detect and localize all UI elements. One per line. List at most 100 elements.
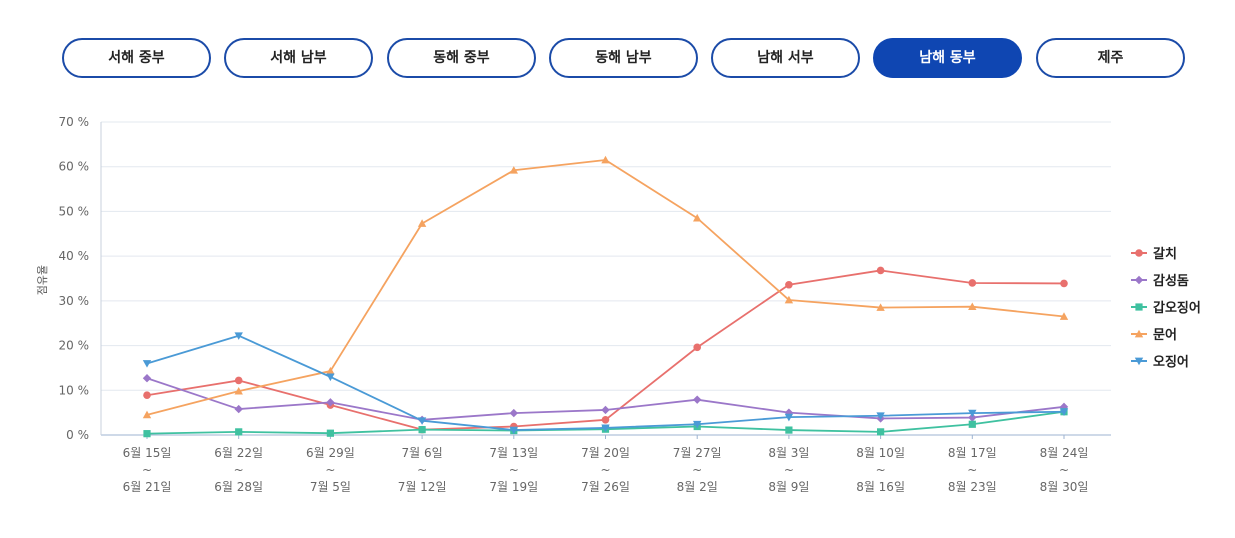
- x-tick-label: 8월 9일: [768, 480, 809, 494]
- legend-label: 갑오징어: [1153, 300, 1201, 316]
- x-tick-label: 8월 3일: [768, 446, 809, 460]
- x-tick-label: 7월 27일: [673, 446, 722, 460]
- data-point: [1134, 357, 1144, 366]
- data-point: [326, 366, 335, 375]
- data-point: [601, 405, 610, 415]
- y-axis: 0 % 10 % 20 % 30 % 40 % 50 % 60 % 70 %: [59, 115, 102, 442]
- legend-item: 문어: [1131, 327, 1177, 343]
- data-point: [1135, 303, 1143, 311]
- y-tick-label: 70 %: [59, 115, 90, 129]
- data-point: [234, 404, 243, 414]
- x-tick-label: 6월 28일: [214, 480, 263, 494]
- tab-south-east[interactable]: 남해 동부: [873, 38, 1022, 78]
- data-point: [326, 373, 335, 382]
- region-tabs: 서해 중부 서해 남부 동해 중부 동해 남부 남해 서부 남해 동부 제주: [62, 38, 1188, 80]
- y-tick-label: 50 %: [59, 204, 90, 218]
- data-point: [601, 415, 610, 424]
- x-tick-label: ~: [692, 463, 702, 477]
- data-point: [418, 426, 426, 434]
- x-tick-label: ~: [784, 463, 794, 477]
- data-point: [693, 343, 701, 352]
- data-point: [968, 420, 976, 428]
- x-tick-label: 6월 15일: [123, 446, 172, 460]
- x-tick-label: 7월 26일: [581, 480, 630, 494]
- x-tick-label: 7월 20일: [581, 446, 630, 460]
- x-tick-label: 7월 12일: [398, 480, 447, 494]
- data-point: [417, 417, 427, 425]
- data-point: [234, 386, 243, 395]
- y-tick-label: 60 %: [59, 160, 90, 174]
- x-tick-label: 7월 5일: [310, 480, 351, 494]
- legend-item: 갑오징어: [1131, 300, 1201, 316]
- x-tick-label: 8월 2일: [677, 480, 718, 494]
- x-tick-label: 8월 10일: [856, 446, 905, 460]
- y-axis-label: 점유율: [36, 265, 49, 295]
- y-tick-label: 30 %: [59, 294, 90, 308]
- data-point: [509, 426, 518, 435]
- data-point: [693, 213, 702, 222]
- x-tick-label: 8월 30일: [1040, 480, 1089, 494]
- tab-west-central[interactable]: 서해 중부: [62, 38, 211, 78]
- legend-item: 감성돔: [1131, 274, 1189, 289]
- data-point: [693, 395, 702, 404]
- tab-east-south[interactable]: 동해 남부: [549, 38, 698, 78]
- x-tick-label: ~: [967, 463, 977, 477]
- x-tick-label: 8월 24일: [1040, 446, 1089, 460]
- x-tick-label: ~: [142, 463, 152, 477]
- data-point: [142, 410, 152, 419]
- series-3: [142, 155, 1069, 419]
- x-tick-label: ~: [600, 463, 610, 477]
- y-tick-label: 10 %: [59, 383, 90, 397]
- x-tick-label: ~: [1059, 463, 1069, 477]
- x-tick-label: 7월 6일: [402, 446, 443, 460]
- data-point: [968, 409, 977, 418]
- data-point: [235, 428, 243, 436]
- data-point: [509, 408, 518, 418]
- y-tick-label: 20 %: [59, 339, 90, 353]
- data-point: [142, 374, 152, 383]
- tab-west-south[interactable]: 서해 남부: [224, 38, 373, 78]
- data-point: [1060, 279, 1068, 288]
- legend-label: 오징어: [1153, 354, 1189, 370]
- tab-jeju[interactable]: 제주: [1036, 38, 1185, 78]
- data-point: [326, 429, 334, 437]
- x-tick-label: ~: [234, 463, 244, 477]
- data-point: [234, 332, 243, 340]
- data-point: [785, 280, 793, 289]
- x-tick-label: ~: [509, 463, 519, 477]
- data-point: [968, 302, 977, 311]
- data-point: [876, 303, 885, 311]
- data-point: [509, 166, 518, 174]
- legend-label: 갈치: [1153, 246, 1177, 262]
- data-point: [1135, 249, 1143, 257]
- data-point: [785, 426, 793, 434]
- data-point: [876, 412, 885, 420]
- x-tick-label: ~: [417, 463, 427, 477]
- data-point: [1134, 275, 1144, 285]
- chart-grid: [101, 121, 1111, 436]
- data-point: [784, 295, 794, 304]
- x-tick-label: 6월 29일: [306, 446, 355, 460]
- series-line: [146, 334, 1065, 431]
- series-4: [142, 332, 1069, 435]
- share-line-chart: 0 % 10 % 20 % 30 % 40 % 50 % 60 % 70 % 6월 15일 ~6…: [36, 115, 1201, 494]
- tab-east-central[interactable]: 동해 중부: [387, 38, 536, 78]
- data-point: [876, 266, 885, 275]
- data-point: [143, 391, 151, 400]
- data-point: [601, 155, 610, 164]
- data-point: [877, 428, 885, 436]
- y-tick-label: 0 %: [66, 428, 89, 442]
- legend-label: 문어: [1153, 327, 1177, 343]
- data-point: [968, 279, 977, 287]
- y-tick-label: 40 %: [59, 249, 90, 263]
- data-point: [1059, 408, 1069, 416]
- tab-south-west[interactable]: 남해 서부: [711, 38, 860, 78]
- data-point: [234, 376, 243, 385]
- data-point: [601, 424, 610, 433]
- data-point: [142, 360, 152, 368]
- data-point: [968, 413, 977, 422]
- data-point: [143, 430, 151, 438]
- x-tick-label: ~: [325, 463, 335, 477]
- x-tick-label: ~: [876, 463, 886, 477]
- x-tick-label: 8월 16일: [856, 480, 905, 494]
